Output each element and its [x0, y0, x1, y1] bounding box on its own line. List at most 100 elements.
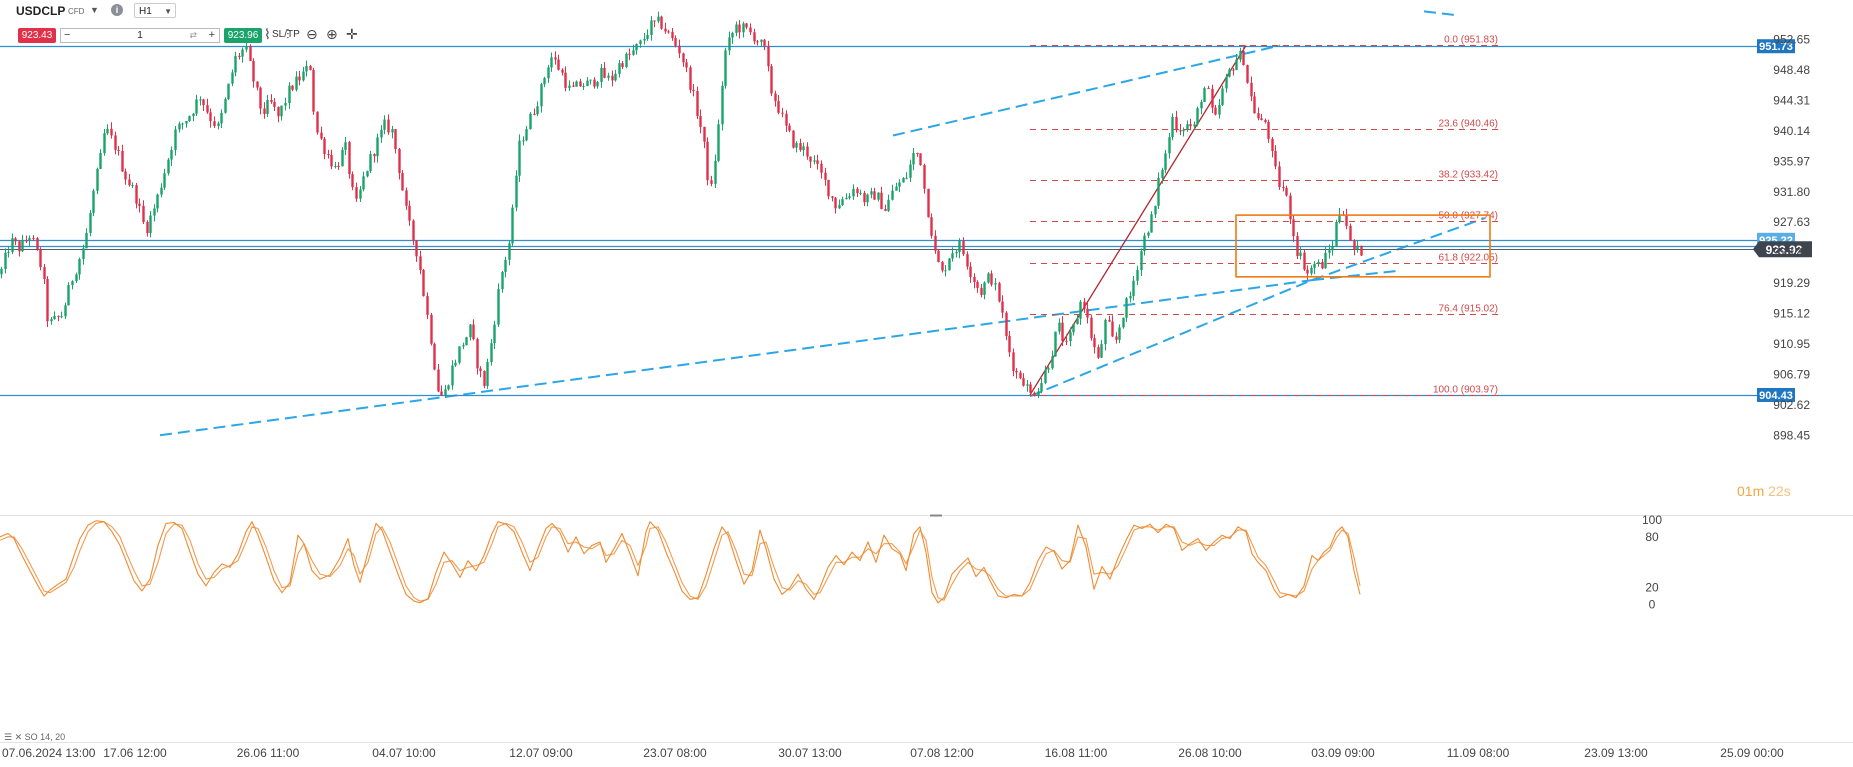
zoom-out-icon[interactable]: ⊖: [306, 26, 318, 42]
line-chart-icon[interactable]: ⌇: [264, 26, 271, 42]
timeframe-select[interactable]: H1 ▼: [134, 3, 176, 18]
symbol-name[interactable]: USDCLP: [16, 4, 66, 18]
candle-body: [632, 50, 635, 55]
candle-body: [799, 143, 802, 150]
candle-body: [1250, 82, 1253, 97]
candle-body: [987, 273, 990, 283]
horizontal-lines[interactable]: [0, 45, 1757, 397]
candle-body: [1267, 121, 1270, 139]
candle-body: [227, 83, 230, 100]
candle-body: [60, 316, 63, 318]
candle-body: [486, 361, 489, 386]
candle-body: [635, 44, 638, 51]
candles: [0, 11, 1363, 399]
candle-body: [554, 57, 557, 60]
candle-body: [53, 315, 56, 320]
sl-tp-button[interactable]: SL/TP: [272, 29, 300, 40]
candle-body: [36, 238, 39, 250]
candle-body: [557, 59, 560, 70]
candle-body: [1100, 344, 1103, 358]
candle-body: [927, 188, 930, 218]
y-tick-label: 940.14: [1773, 124, 1810, 138]
candle-body: [110, 128, 113, 136]
candle-body: [383, 119, 386, 130]
candle-body: [163, 173, 166, 188]
candle-body: [884, 209, 887, 211]
candle-body: [1022, 378, 1025, 386]
stoch-tick-label: 0: [1649, 598, 1656, 612]
candle-body: [67, 285, 70, 306]
candle-body: [39, 249, 42, 268]
candle-body: [699, 116, 702, 127]
candle-body: [685, 62, 688, 68]
candle-body: [795, 143, 798, 148]
candle-body: [64, 305, 67, 317]
candle-body: [852, 188, 855, 197]
candle-body: [341, 149, 344, 167]
candle-body: [469, 324, 472, 338]
indicators-icon[interactable]: ⫶: [286, 26, 290, 42]
last-price-label: 923.92: [1753, 241, 1812, 258]
buy-button[interactable]: 923.96: [224, 28, 262, 43]
candle-body: [820, 163, 823, 173]
candle-body: [391, 129, 394, 133]
price-label-951: 951.73: [1757, 39, 1795, 54]
candle-body: [1079, 301, 1082, 319]
y-tick-label: 952.65: [1773, 33, 1810, 47]
zone-rectangle: [1235, 214, 1491, 278]
crosshair-icon[interactable]: ✛: [346, 26, 358, 42]
candle-body: [131, 185, 134, 187]
candle-body: [1321, 261, 1324, 269]
candle-body: [643, 38, 646, 41]
candle-body: [458, 346, 461, 363]
candle-body: [774, 93, 777, 102]
candle-body: [1353, 240, 1356, 250]
x-tick-label: 26.06 11:00: [237, 746, 300, 760]
candle-body: [689, 67, 692, 90]
increase-volume-button[interactable]: +: [208, 29, 215, 41]
trendlines[interactable]: [159, 10, 1486, 437]
candle-body: [295, 76, 298, 90]
candle-body: [1221, 88, 1224, 105]
indicator-label[interactable]: ☰ ✕ SO 14, 20: [4, 732, 65, 743]
candle-body: [1193, 124, 1196, 127]
candle-body: [990, 273, 993, 285]
symbol-dropdown-icon[interactable]: ▼: [90, 5, 99, 15]
candle-body: [1072, 324, 1075, 333]
candle-body: [540, 84, 543, 107]
candle-body: [472, 324, 475, 340]
candle-body: [873, 191, 876, 200]
candle-body: [1140, 251, 1143, 270]
candle-body: [1274, 151, 1277, 167]
sell-button[interactable]: 923.43: [18, 28, 56, 43]
info-icon[interactable]: i: [111, 4, 123, 16]
candle-body: [1044, 369, 1047, 383]
candle-body: [664, 28, 667, 32]
indicator-menu-icon[interactable]: ☰ ✕: [4, 732, 23, 742]
volume-value[interactable]: 1: [137, 30, 143, 41]
candle-body: [529, 113, 532, 130]
candle-body: [266, 99, 269, 114]
decrease-volume-button[interactable]: −: [64, 29, 71, 41]
candle-body: [983, 282, 986, 295]
candle-body: [1147, 232, 1150, 236]
candle-body: [618, 63, 621, 74]
candle-body: [1306, 269, 1309, 274]
candle-body: [366, 170, 369, 177]
swap-icon[interactable]: ⇄: [189, 30, 197, 40]
volume-stepper[interactable]: − 1 ⇄ +: [60, 28, 220, 43]
candle-body: [731, 32, 734, 38]
candle-body: [1299, 252, 1302, 256]
y-tick-label: 906.79: [1773, 367, 1810, 381]
candle-body: [504, 259, 507, 272]
candle-body: [1093, 338, 1096, 348]
stoch-tick-label: 80: [1645, 530, 1659, 544]
candle-body: [85, 232, 88, 249]
candle-body: [788, 125, 791, 131]
candle-body: [628, 53, 631, 55]
zoom-in-icon[interactable]: ⊕: [326, 26, 338, 42]
candle-body: [192, 113, 195, 117]
candle-body: [714, 160, 717, 184]
